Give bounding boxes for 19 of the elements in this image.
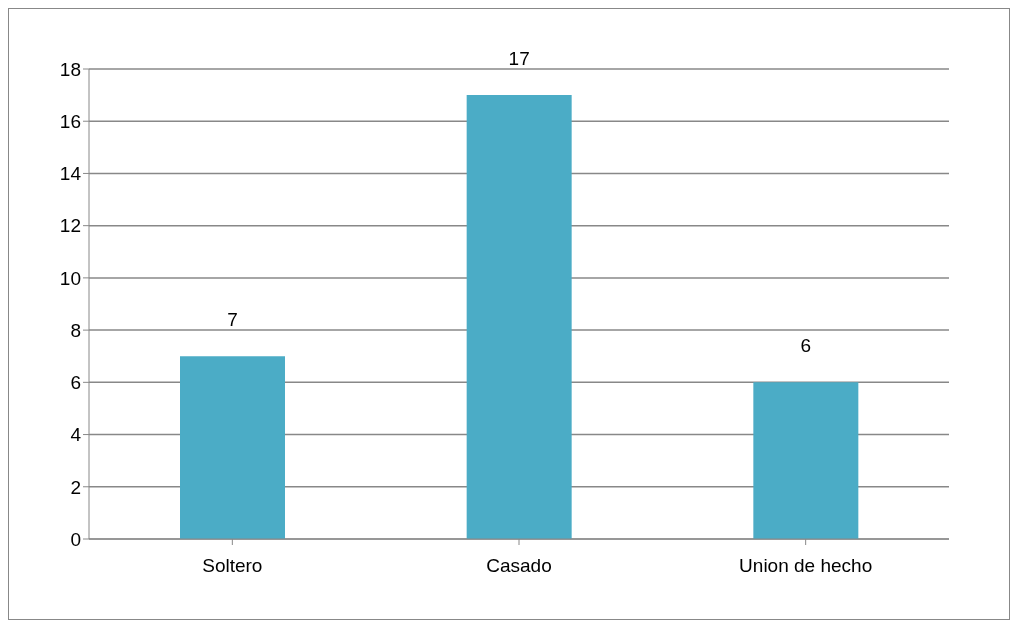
- x-tick-label: Casado: [486, 555, 552, 577]
- bar: [180, 356, 285, 539]
- y-tick-label: 4: [70, 424, 82, 446]
- y-tick-label: 6: [70, 372, 81, 394]
- data-label: 17: [508, 48, 530, 70]
- data-label: 6: [800, 335, 812, 357]
- y-tick-label: 18: [59, 58, 81, 80]
- y-tick-label: 10: [59, 267, 81, 289]
- bar: [466, 95, 572, 539]
- y-tick-label: 8: [70, 319, 81, 341]
- x-tick-label: Soltero: [202, 555, 263, 577]
- y-tick-label: 0: [70, 528, 81, 550]
- y-tick-label: 14: [59, 163, 82, 185]
- bar: [753, 382, 859, 539]
- data-label: 7: [227, 309, 238, 331]
- x-tick-label: Union de hecho: [739, 555, 873, 577]
- y-tick-label: 2: [70, 476, 81, 498]
- y-tick-label: 16: [59, 110, 81, 132]
- y-tick-label: 12: [59, 215, 81, 237]
